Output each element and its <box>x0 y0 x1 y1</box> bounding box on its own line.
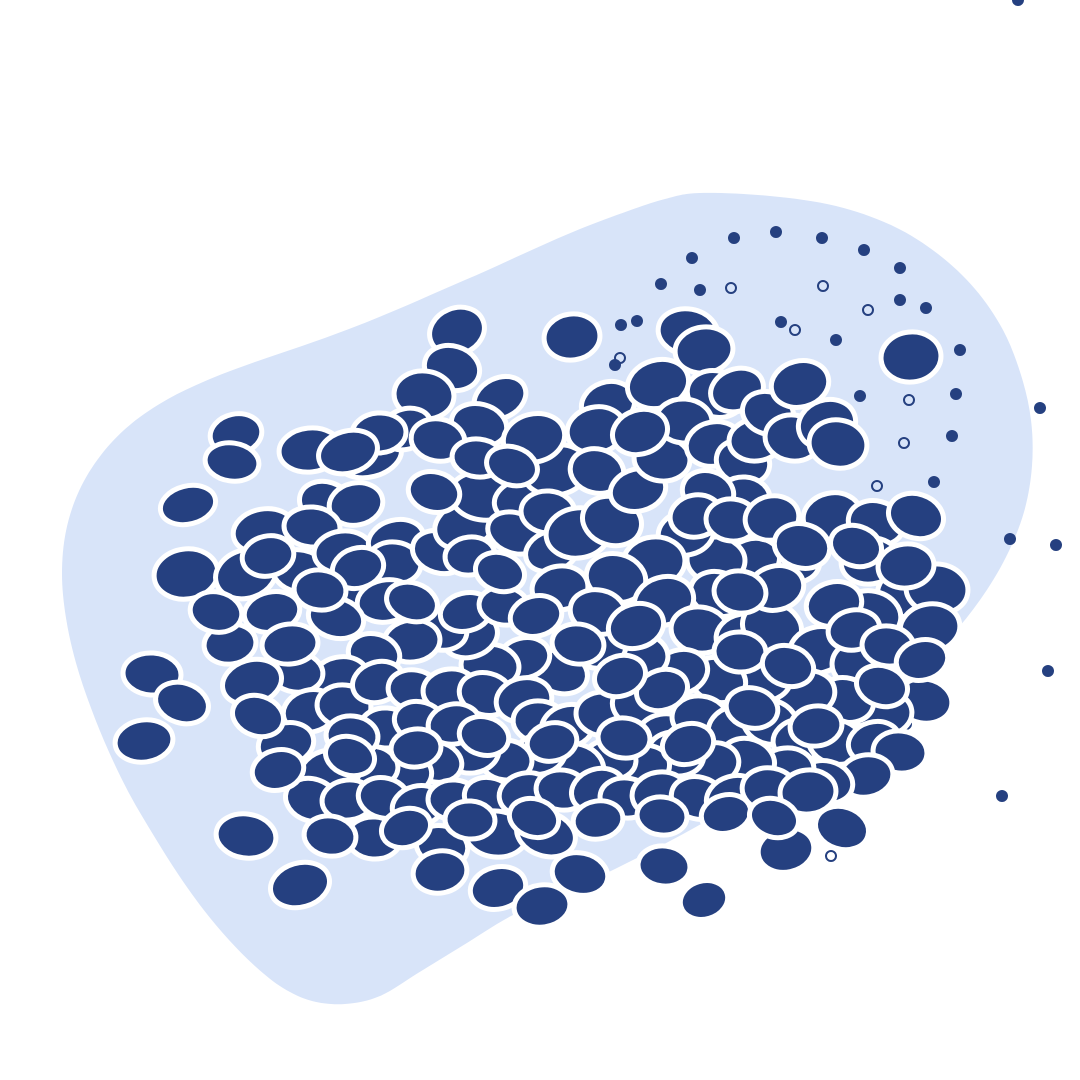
sparse-dot <box>996 790 1008 802</box>
sparse-ring <box>789 324 801 336</box>
sparse-dot <box>950 388 962 400</box>
particle-marker <box>759 642 817 690</box>
particle-marker <box>813 803 871 853</box>
sparse-dot <box>655 278 667 290</box>
particle-marker <box>230 692 286 740</box>
particle-marker <box>157 482 219 528</box>
particle-marker <box>524 720 580 764</box>
sparse-dot <box>694 284 706 296</box>
sparse-dot <box>954 344 966 356</box>
particle-marker <box>771 521 833 571</box>
particle-marker <box>878 329 944 385</box>
particle-marker <box>854 662 910 710</box>
sparse-dot <box>1042 665 1054 677</box>
particle-marker <box>213 811 279 861</box>
particle-marker <box>316 427 380 477</box>
particle-marker <box>828 522 884 570</box>
particle-marker <box>747 795 801 841</box>
sparse-ring <box>898 437 910 449</box>
sparse-dot <box>920 302 932 314</box>
particle-marker <box>659 720 717 768</box>
particle-marker <box>388 726 444 770</box>
particle-marker <box>473 549 527 595</box>
sparse-dot <box>728 232 740 244</box>
sparse-dot <box>770 226 782 238</box>
particle-marker <box>268 859 332 911</box>
particle-marker <box>806 417 870 471</box>
sparse-dot <box>1050 539 1062 551</box>
sparse-ring <box>817 280 829 292</box>
sparse-dot <box>631 315 643 327</box>
particle-marker <box>549 621 607 667</box>
sparse-dot <box>1012 0 1024 6</box>
particle-marker <box>768 358 832 410</box>
sparse-dot <box>615 319 627 331</box>
particle-marker <box>301 813 359 859</box>
sparse-dot <box>1034 402 1046 414</box>
sparse-ring <box>614 352 626 364</box>
particle-marker <box>442 798 498 842</box>
sparse-dot <box>1004 533 1016 545</box>
sparse-dot <box>928 476 940 488</box>
sparse-dot <box>686 252 698 264</box>
particle-marker <box>610 406 670 458</box>
particle-marker <box>886 490 946 542</box>
sparse-dot <box>775 316 787 328</box>
sparse-dot <box>946 430 958 442</box>
particle-marker <box>677 878 731 922</box>
particle-marker <box>484 443 540 489</box>
particle-marker <box>787 703 845 749</box>
particle-marker <box>549 850 611 898</box>
sparse-ring <box>725 282 737 294</box>
particle-marker <box>605 600 667 652</box>
particle-marker <box>291 567 349 613</box>
particle-marker <box>541 311 603 363</box>
particle-marker <box>202 440 262 484</box>
particle-marker <box>410 848 470 896</box>
sparse-dot <box>894 294 906 306</box>
sparse-dot <box>854 390 866 402</box>
particle-marker <box>456 714 512 758</box>
sparse-ring <box>871 480 883 492</box>
particle-marker <box>634 666 690 714</box>
sparse-dot <box>816 232 828 244</box>
particle-marker <box>592 652 648 700</box>
particle-marker <box>187 589 245 635</box>
particle-marker <box>259 621 321 667</box>
particle-marker <box>570 798 626 842</box>
particle-marker <box>893 637 951 683</box>
particle-marker <box>875 541 937 591</box>
sparse-ring <box>825 850 837 862</box>
particle-marker <box>507 593 565 639</box>
particle-marker <box>635 843 693 889</box>
particle-marker <box>777 767 839 817</box>
particle-marker <box>634 794 690 838</box>
sparse-dot <box>858 244 870 256</box>
particle-marker <box>405 469 463 515</box>
particle-marker <box>723 685 781 731</box>
particle-marker <box>239 533 297 579</box>
particle-marker <box>467 864 529 912</box>
particle-marker <box>384 579 440 625</box>
particle-marker <box>711 629 769 675</box>
sparse-dot <box>830 334 842 346</box>
particle-marker <box>323 733 377 779</box>
particle-marker <box>112 717 176 765</box>
particle-marker <box>506 795 562 841</box>
particle-marker <box>379 805 433 851</box>
sparse-ring <box>862 304 874 316</box>
particle-marker <box>711 568 769 616</box>
sparse-ring <box>903 394 915 406</box>
particle-marker <box>153 679 211 727</box>
particle-marker <box>511 882 573 930</box>
particle-marker <box>249 747 307 793</box>
particle-marker <box>595 715 653 761</box>
sparse-dot <box>894 262 906 274</box>
particle-marker-layer <box>112 304 971 930</box>
